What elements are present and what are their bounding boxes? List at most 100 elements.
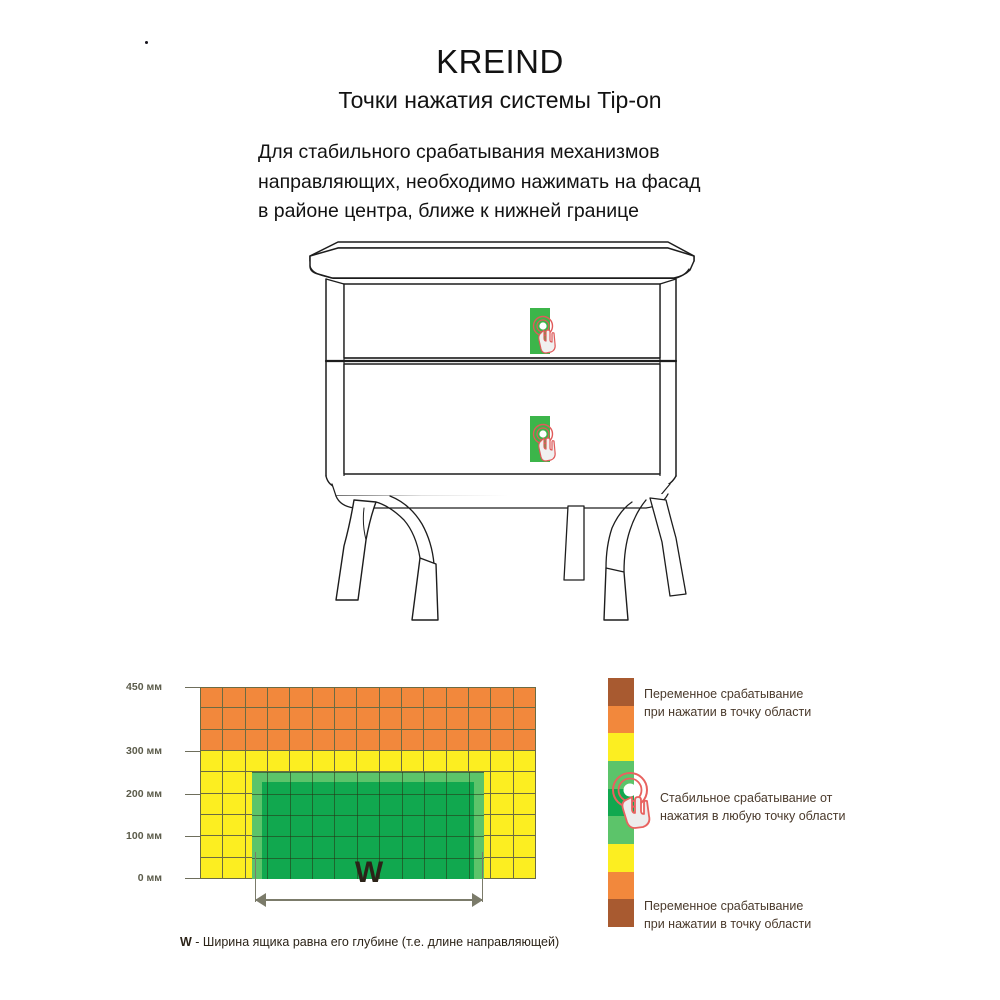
y-tick-label-300: 300 мм [126,745,162,757]
legend-line-1: Стабильное срабатывание от [660,791,833,805]
grid-cell [290,751,313,773]
grid-cell [513,687,536,709]
chart-caption: W - Ширина ящика равна его глубине (т.е.… [180,935,559,949]
y-tick-label-100: 100 мм [126,830,162,842]
grid-cell [424,708,447,730]
grid-cell [491,772,514,794]
gridline-vertical [424,772,425,879]
grid-row-orange [200,729,536,751]
grid-cell [424,751,447,773]
legend-line-1: Переменное срабатывание [644,687,804,701]
gridline-horizontal [252,815,484,816]
grid-cell [223,687,246,709]
grid-cell [200,687,224,709]
legend-line-2: при нажатии в точку области [644,916,812,931]
grid-cell [245,687,268,709]
grid-cell [379,729,402,751]
grid-cell [267,729,291,751]
grid-cell [468,687,492,709]
grid-cell [379,687,402,709]
grid-cell [223,857,246,879]
dimension-label-w: W [354,856,384,889]
grid-cell [357,751,380,773]
grid-cell [245,708,268,730]
gridline-vertical [401,772,403,879]
band-brown-bottom [608,899,634,927]
grid-cell [290,687,313,709]
tap-hand-icon [532,315,556,354]
gridline-vertical [289,772,291,879]
caption-rest: - Ширина ящика равна его глубине (т.е. д… [191,935,560,949]
green-zone-gridlines [252,772,484,879]
legend-color-strip [608,678,634,927]
grid-cell [334,708,358,730]
intro-line-3: в районе центра, ближе к нижней границе [258,200,639,223]
page-header: KREIND Точки нажатия системы Tip-on [0,43,1000,113]
grid-cell [491,751,514,773]
y-tick-line-200 [185,794,201,795]
grid-cell [200,836,224,858]
grid-cell [379,708,402,730]
grid-cell [200,729,224,751]
dimension-leader-left [255,852,256,902]
grid-cell [312,708,335,730]
grid-cell [223,793,246,815]
grid-cell [513,708,536,730]
press-point-top-drawer [530,308,560,354]
y-tick-line-300 [185,751,201,752]
grid-cell [401,687,425,709]
intro-line-1: Для стабильного срабатывания механизмов [258,141,660,163]
green-core-zone [262,782,474,879]
grid-cell [401,708,425,730]
grid-row-orange [200,708,536,730]
grid-cell [513,793,536,815]
grid-cell [491,729,514,751]
grid-cell [312,687,335,709]
gridline-vertical [267,772,269,879]
grid-cell [200,708,224,730]
band-yellow-top [608,733,634,761]
gridline-vertical [312,772,313,879]
grid-cell [491,708,514,730]
dimension-leader-right [482,852,483,902]
grid-cell [491,793,514,815]
band-brown-top [608,678,634,706]
grid-cell [267,708,291,730]
band-yellow-bottom [608,843,634,872]
page-subtitle: Точки нажатия системы Tip-on [338,86,662,113]
grid-row-orange [200,687,536,709]
grid-cell [513,836,536,858]
grid-cell [267,687,291,709]
grid-cell [334,687,358,709]
gridline-horizontal [252,793,484,795]
grid-cell [468,751,492,773]
cell-row [200,708,536,730]
gridline-vertical [468,772,470,879]
cell-row [200,729,536,751]
grid-cell [357,687,380,709]
grid-cell [446,751,469,773]
gridline-vertical [379,772,381,879]
y-tick-label-450: 450 мм [126,681,162,693]
grid-cell [513,772,536,794]
press-point-bottom-drawer [530,416,560,462]
grid-cell [424,729,447,751]
gridline-horizontal [252,836,484,838]
tap-hand-icon [612,772,651,829]
grid-cell [424,687,447,709]
intro-paragraph: Для стабильного срабатывания механизмов … [258,138,778,227]
brand-title: KREIND [436,43,564,80]
grid-cell [200,815,224,837]
y-tick-label-0: 0 мм [137,872,162,884]
y-tick-line-0 [185,878,201,879]
grid-cell [513,857,536,879]
width-dimension: W [255,852,483,910]
grid-cell [446,729,469,751]
zone-grid [200,687,536,879]
legend-variable-bottom: Переменное срабатывание при нажатии в то… [644,898,811,934]
grid-cell [200,751,224,773]
gridline-vertical [356,772,358,879]
y-tick-line-100 [185,836,201,837]
cell-row [200,687,536,709]
gridline-vertical [334,772,336,879]
